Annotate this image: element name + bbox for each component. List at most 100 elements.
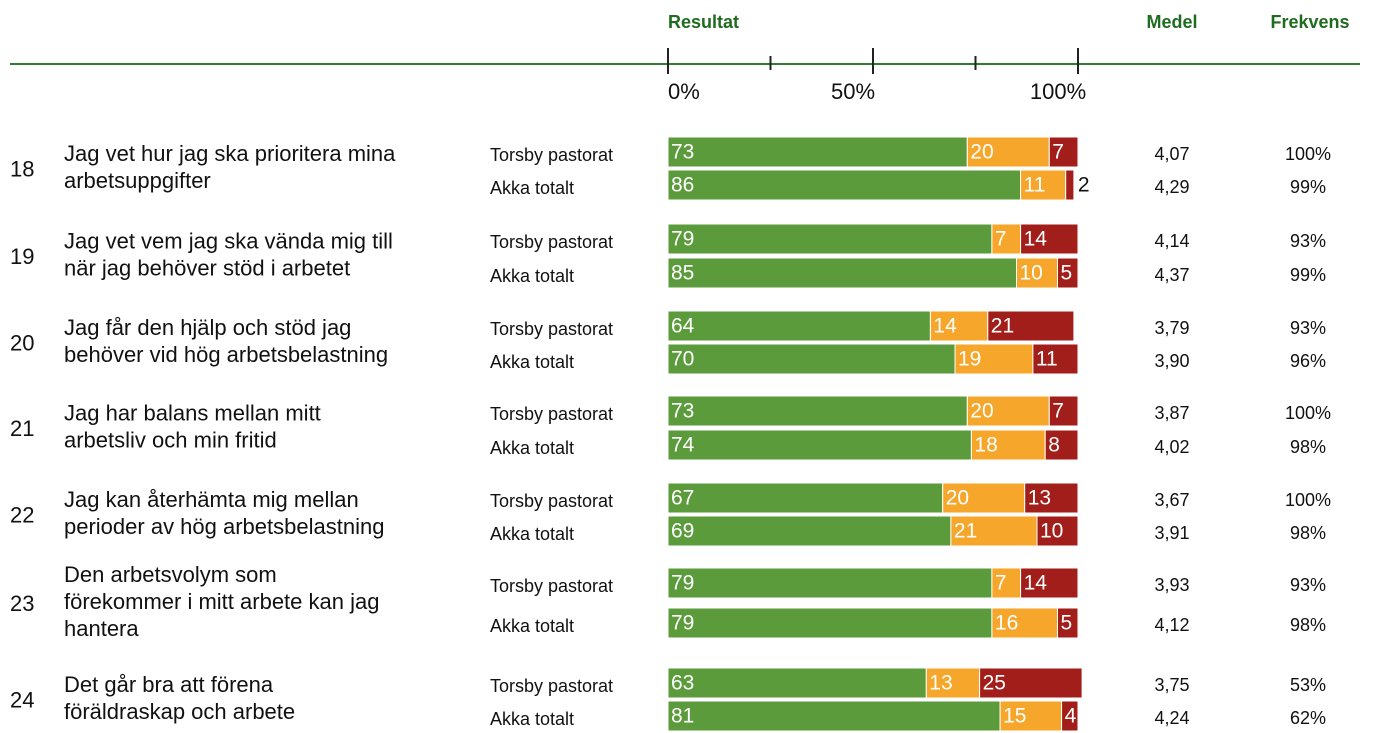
frekvens: 98% — [1290, 523, 1326, 543]
bar-segment — [667, 136, 968, 168]
question-line: Jag får den hjälp och stöd jag — [64, 315, 351, 340]
segment-label: 13 — [929, 672, 952, 695]
segment-label: 7 — [995, 228, 1007, 251]
segment-label: 5 — [1061, 612, 1073, 635]
segment-label: 19 — [958, 348, 981, 371]
segment-label: 13 — [1028, 487, 1051, 510]
bar-segment — [925, 667, 981, 699]
question-line: hantera — [64, 616, 139, 641]
medel: 4,07 — [1154, 144, 1189, 164]
bar-segment — [1044, 429, 1079, 461]
bar-segment — [1016, 257, 1058, 289]
bar-segment — [1020, 567, 1079, 599]
frekvens: 62% — [1290, 708, 1326, 728]
frekvens: 100% — [1285, 490, 1331, 510]
bar-segment — [667, 607, 993, 639]
question-line: när jag behöver stöd i arbetet — [64, 255, 350, 280]
frekvens: 100% — [1285, 144, 1331, 164]
medel: 4,37 — [1154, 265, 1189, 285]
segment-label: 86 — [671, 174, 694, 197]
bar-segment — [667, 429, 972, 461]
question-line: Jag vet vem jag ska vända mig till — [64, 228, 393, 253]
frekvens: 98% — [1290, 437, 1326, 457]
bar-segment — [1057, 607, 1079, 639]
question-line: arbetsliv och min fritid — [64, 427, 277, 452]
bar-segment — [1048, 395, 1079, 427]
bar-segment — [966, 395, 1050, 427]
item-number: 22 — [10, 502, 34, 527]
segment-label: 21 — [991, 315, 1014, 338]
medel: 3,90 — [1154, 351, 1189, 371]
x-tick-label: 100% — [1030, 79, 1086, 104]
segment-label: 73 — [671, 141, 694, 164]
bar-segment — [1057, 257, 1079, 289]
medel: 3,75 — [1154, 675, 1189, 695]
bar-segment — [1020, 223, 1079, 255]
bar-segment — [667, 343, 956, 375]
x-tick-label: 50% — [831, 79, 875, 104]
bar-segment — [667, 310, 931, 342]
segment-label: 8 — [1048, 434, 1060, 457]
group-name: Akka totalt — [490, 438, 574, 458]
segment-label: 73 — [671, 400, 694, 423]
segment-label: 67 — [671, 487, 694, 510]
question-line: perioder av hög arbetsbelastning — [64, 514, 384, 539]
segment-label: 79 — [671, 228, 694, 251]
bar-segment — [1032, 343, 1079, 375]
segment-label: 64 — [671, 315, 695, 338]
bar-segment — [1048, 136, 1079, 168]
segment-label: 20 — [970, 141, 993, 164]
bar-segment — [991, 607, 1059, 639]
segment-label: 16 — [995, 612, 1018, 635]
frekvens: 100% — [1285, 403, 1331, 423]
medel: 3,91 — [1154, 523, 1189, 543]
group-name: Torsby pastorat — [490, 491, 613, 511]
bar-segment — [1061, 700, 1079, 732]
segment-label: 7 — [1052, 400, 1064, 423]
frekvens: 53% — [1290, 675, 1326, 695]
group-name: Akka totalt — [490, 266, 574, 286]
group-name: Torsby pastorat — [490, 576, 613, 596]
segment-label: 10 — [1020, 262, 1043, 285]
bar-segment — [667, 395, 968, 427]
segment-label: 25 — [983, 672, 1006, 695]
medel: 4,14 — [1154, 231, 1189, 251]
bar-segment — [667, 169, 1022, 201]
medel-header: Medel — [1146, 12, 1197, 32]
segment-label: 74 — [671, 434, 695, 457]
question-line: Jag vet hur jag ska prioritera mina — [64, 141, 396, 166]
frekvens: 96% — [1290, 351, 1326, 371]
medel: 4,24 — [1154, 708, 1189, 728]
frekvens-header: Frekvens — [1270, 12, 1349, 32]
group-name: Akka totalt — [490, 709, 574, 729]
segment-label: 10 — [1040, 520, 1063, 543]
frekvens: 93% — [1290, 575, 1326, 595]
frekvens: 93% — [1290, 231, 1326, 251]
medel: 4,12 — [1154, 615, 1189, 635]
question-line: Jag kan återhämta mig mellan — [64, 487, 359, 512]
segment-label: 11 — [1024, 174, 1046, 197]
bar-segment — [991, 223, 1022, 255]
item-number: 18 — [10, 156, 34, 181]
bar-segment — [667, 700, 1001, 732]
bar-segment — [966, 136, 1050, 168]
segment-label: 79 — [671, 612, 694, 635]
medel: 3,79 — [1154, 318, 1189, 338]
group-name: Akka totalt — [490, 352, 574, 372]
item-number: 24 — [10, 687, 34, 712]
segment-label: 7 — [995, 572, 1007, 595]
question-line: förekommer i mitt arbete kan jag — [64, 589, 379, 614]
medel: 3,93 — [1154, 575, 1189, 595]
bar-segment — [970, 429, 1046, 461]
item-number: 19 — [10, 244, 34, 269]
segment-label: 79 — [671, 572, 694, 595]
group-name: Torsby pastorat — [490, 145, 613, 165]
medel: 3,87 — [1154, 403, 1189, 423]
bar-segment — [667, 257, 1017, 289]
segment-label: 7 — [1052, 141, 1064, 164]
segment-label: 20 — [970, 400, 993, 423]
segment-label: 69 — [671, 520, 694, 543]
bar-segment — [667, 667, 927, 699]
segment-label: 20 — [946, 487, 969, 510]
